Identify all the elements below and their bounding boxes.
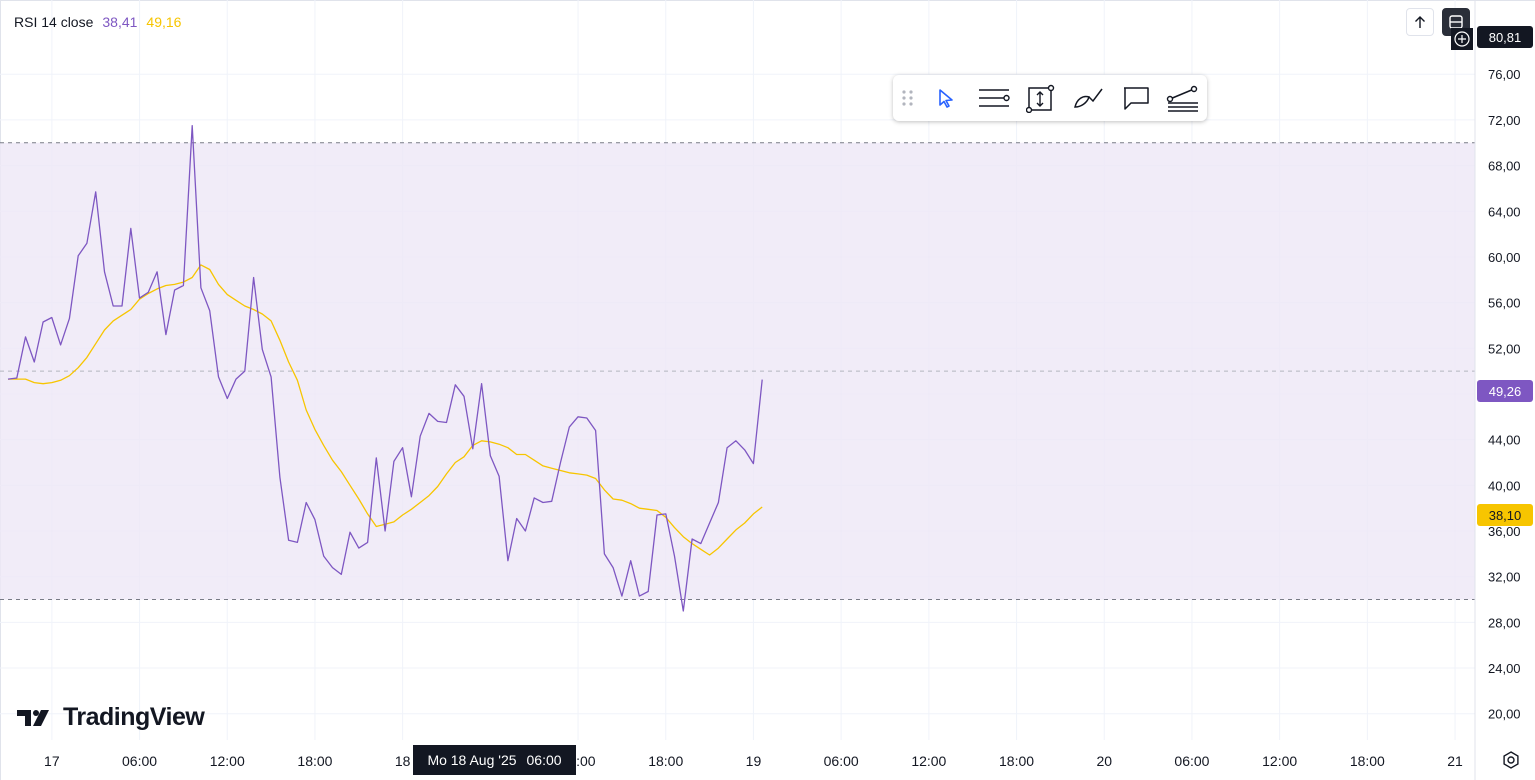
y-tick-label: 40,00 xyxy=(1488,478,1521,493)
y-tick-label: 76,00 xyxy=(1488,67,1521,82)
settings-button[interactable] xyxy=(1499,748,1523,772)
y-tick-label: 52,00 xyxy=(1488,341,1521,356)
y-tick-label: 64,00 xyxy=(1488,204,1521,219)
tradingview-logo-text: TradingView xyxy=(63,703,205,731)
rsi-value: 38,41 xyxy=(102,14,138,30)
x-tick-label: 21 xyxy=(1447,753,1463,769)
x-tick-label: 06:00 xyxy=(824,753,859,769)
y-tick-label: 20,00 xyxy=(1488,707,1521,722)
ma-value: 49,16 xyxy=(146,14,182,30)
y-tick-label: 68,00 xyxy=(1488,159,1521,174)
horizontal-lines-icon[interactable] xyxy=(970,75,1017,121)
y-tick-label: 24,00 xyxy=(1488,661,1521,676)
y-tick-label: 32,00 xyxy=(1488,570,1521,585)
rsi-line xyxy=(7,124,763,612)
crosshair-time-label: Mo 18 Aug '25 06:00 xyxy=(413,745,576,775)
x-tick-label: 20 xyxy=(1096,753,1112,769)
ma-line xyxy=(8,264,763,556)
series-layer xyxy=(7,124,763,612)
y-tick-label: 36,00 xyxy=(1488,524,1521,539)
y-tick-label: 44,00 xyxy=(1488,433,1521,448)
x-tick-label: 12:00 xyxy=(210,753,245,769)
x-tick-label: 12:00 xyxy=(911,753,946,769)
arrow-up-icon xyxy=(1415,16,1425,28)
x-tick-label: 17 xyxy=(44,753,60,769)
x-tick-label: 19 xyxy=(746,753,762,769)
x-tick-label: 18:00 xyxy=(999,753,1034,769)
y-tick-label: 60,00 xyxy=(1488,250,1521,265)
x-tick-label: 06:00 xyxy=(1174,753,1209,769)
x-tick-label: 06:00 xyxy=(122,753,157,769)
crosshair-price-label: 80,81 xyxy=(1477,26,1533,48)
path-icon[interactable] xyxy=(1160,75,1207,121)
rsi-price-label: 49,26 xyxy=(1477,380,1533,402)
x-axis: 17 06:00 12:00 18:00 18 12:00 18:00 19 06:00 12:0… xyxy=(44,753,1463,769)
x-tick-label: 18:00 xyxy=(648,753,683,769)
drag-handle-icon[interactable] xyxy=(893,75,923,121)
scroll-up-button[interactable] xyxy=(1406,8,1434,36)
y-tick-label: 28,00 xyxy=(1488,615,1521,630)
x-tick-label: 18:00 xyxy=(297,753,332,769)
band-lines xyxy=(0,142,1475,601)
callout-icon[interactable] xyxy=(1112,75,1159,121)
x-tick-label: 12:00 xyxy=(1262,753,1297,769)
drawing-toolbar xyxy=(893,75,1207,121)
ma-price-label: 38,10 xyxy=(1477,504,1533,526)
y-tick-label: 72,00 xyxy=(1488,113,1521,128)
tradingview-logo[interactable]: TradingView xyxy=(17,703,205,732)
crosshair-time: 06:00 xyxy=(526,752,562,768)
crosshair-date: Mo 18 Aug '25 xyxy=(427,752,517,768)
indicator-legend[interactable]: RSI 14 close 38,41 49,16 xyxy=(14,14,181,30)
cursor-icon[interactable] xyxy=(923,75,970,121)
brush-icon[interactable] xyxy=(1065,75,1112,121)
y-tick-label: 56,00 xyxy=(1488,296,1521,311)
measure-icon[interactable] xyxy=(1017,75,1064,121)
gear-icon xyxy=(1503,751,1519,769)
indicator-name[interactable]: RSI 14 close xyxy=(14,14,94,30)
x-tick-label: 18:00 xyxy=(1350,753,1385,769)
add-alert-icon[interactable] xyxy=(1451,28,1473,50)
x-tick-label: 18 xyxy=(395,753,411,769)
tradingview-logo-icon xyxy=(17,709,49,726)
